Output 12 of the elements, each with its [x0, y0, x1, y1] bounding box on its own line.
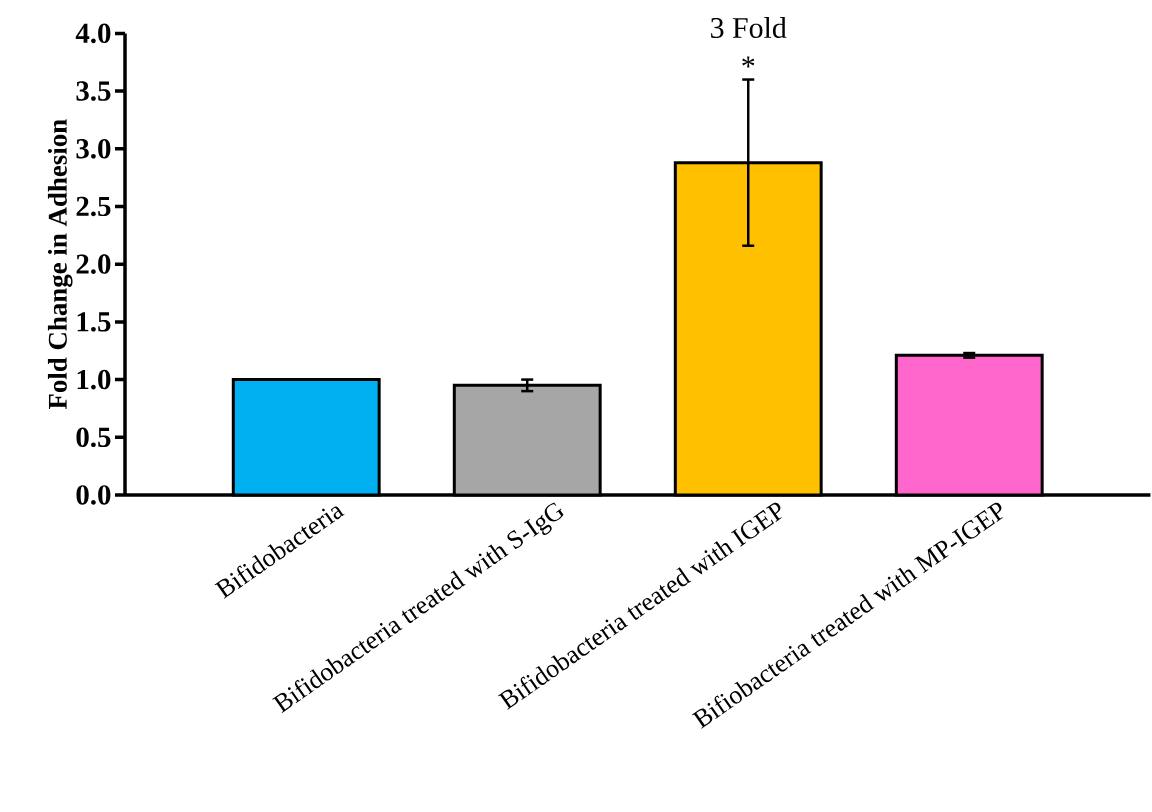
annotation: 3 Fold [711, 17, 787, 39]
y-tick-label: 0.0 [76, 485, 111, 505]
y-tick-label: 1.0 [77, 369, 111, 390]
annotation: * [742, 56, 755, 68]
y-tick-label: 4.0 [75, 23, 111, 44]
y-tick-label: 3.0 [76, 138, 111, 159]
y-tick-label: 0.5 [76, 427, 111, 448]
y-tick-label: 2.5 [76, 196, 111, 217]
y-tick-label: 1.5 [77, 312, 111, 332]
y-axis-title: Fold Change in Adhesion [47, 119, 73, 410]
y-tick-label: 2.0 [76, 254, 111, 274]
y-tick-label: 3.5 [76, 81, 111, 101]
